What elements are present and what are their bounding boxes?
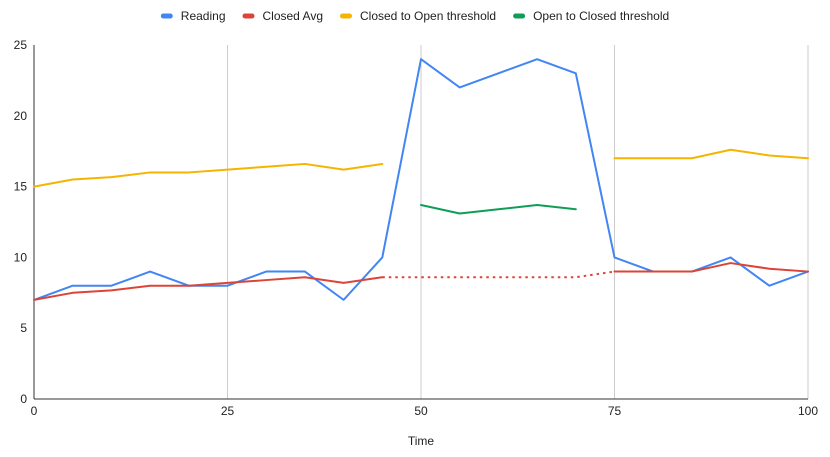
series-line-open-to-closed-threshold-0 [420,204,577,215]
series-line-closed-to-open-threshold-0 [33,162,384,188]
x-tick-label-75: 75 [608,404,622,418]
legend-label-closed-to-open-threshold[interactable]: Closed to Open threshold [360,9,496,23]
x-tick-label-25: 25 [221,404,235,418]
x-tick-label-100: 100 [798,404,818,418]
series-line-closed-avg-1 [613,262,809,273]
y-tick-label-25: 25 [14,38,28,52]
y-tick-label-5: 5 [20,321,27,335]
legend-swatch-reading[interactable] [160,13,173,19]
legend-label-reading[interactable]: Reading [181,9,226,23]
y-tick-label-20: 20 [14,109,28,123]
x-axis-title: Time [408,434,435,448]
x-tick-label-0: 0 [31,404,38,418]
legend-label-open-to-closed-threshold[interactable]: Open to Closed threshold [533,9,669,23]
series-line-closed-to-open-threshold-1 [613,148,809,160]
series-line-closed-avg-0 [33,276,384,301]
legend-swatch-open-to-closed-threshold[interactable] [513,13,526,19]
y-tick-label-0: 0 [20,392,27,406]
y-tick-label-10: 10 [14,250,28,264]
legend-swatch-closed-to-open-threshold[interactable] [340,13,353,19]
x-tick-label-50: 50 [414,404,428,418]
series-line-closed-avg-interpolated-0 [382,270,615,279]
y-tick-label-15: 15 [14,180,28,194]
legend-label-closed-avg[interactable]: Closed Avg [263,9,324,23]
legend-swatch-closed-avg[interactable] [242,13,255,19]
